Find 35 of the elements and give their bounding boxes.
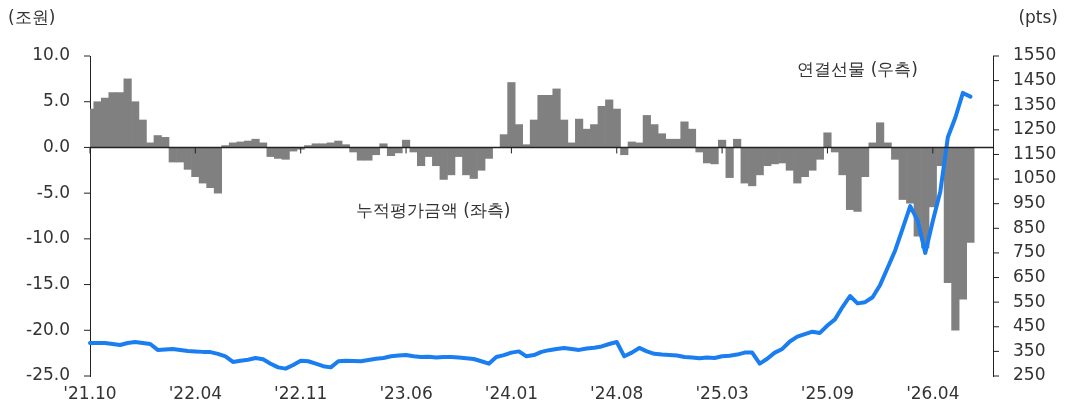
y-tick-label: -15.0 bbox=[26, 272, 70, 293]
x-tick-label: '22.04 bbox=[168, 382, 223, 403]
y-axis-title: (조원) bbox=[8, 6, 56, 27]
y2-tick-label: 1450 bbox=[1013, 69, 1057, 90]
y2-tick-label: 450 bbox=[1013, 315, 1046, 336]
y-tick-label: 0.0 bbox=[42, 135, 70, 156]
x-tick-label: '25.09 bbox=[800, 382, 855, 403]
y-tick-label: -20.0 bbox=[26, 318, 70, 339]
y2-tick-label: 850 bbox=[1013, 216, 1046, 237]
y2-tick-label: 550 bbox=[1013, 290, 1046, 311]
y-tick-label: -10.0 bbox=[26, 227, 70, 248]
y2-tick-label: 650 bbox=[1013, 265, 1046, 286]
series-label: 누적평가금액 (좌측) bbox=[355, 200, 511, 221]
y2-tick-label: 1550 bbox=[1013, 44, 1057, 65]
y2-tick-label: 1350 bbox=[1013, 93, 1057, 114]
y2-tick-label: 1050 bbox=[1013, 167, 1057, 188]
x-tick-label: '24.08 bbox=[590, 382, 644, 403]
x-tick-label: '25.03 bbox=[695, 382, 749, 403]
x-tick-label: '21.10 bbox=[63, 382, 117, 403]
y-tick-label: 5.0 bbox=[42, 90, 70, 111]
y-tick-label: 10.0 bbox=[32, 44, 70, 65]
y2-tick-label: 1250 bbox=[1013, 118, 1057, 139]
y2-tick-label: 750 bbox=[1013, 241, 1046, 262]
x-tick-label: '24.01 bbox=[484, 382, 539, 403]
y-tick-label: -5.0 bbox=[36, 181, 70, 202]
x-tick-label: '26.04 bbox=[906, 382, 960, 403]
y2-tick-label: 1150 bbox=[1013, 142, 1057, 163]
y2-tick-label: 250 bbox=[1013, 364, 1046, 385]
x-tick-label: '23.06 bbox=[379, 382, 433, 403]
y2-tick-label: 950 bbox=[1013, 192, 1046, 213]
x-tick-label: '22.11 bbox=[274, 382, 328, 403]
text: 연결선물 (우측) bbox=[797, 59, 918, 80]
y-tick-label: -25.0 bbox=[26, 364, 70, 385]
y2-tick-label: 350 bbox=[1013, 339, 1046, 360]
y2-axis-title: (pts) bbox=[1018, 6, 1058, 27]
